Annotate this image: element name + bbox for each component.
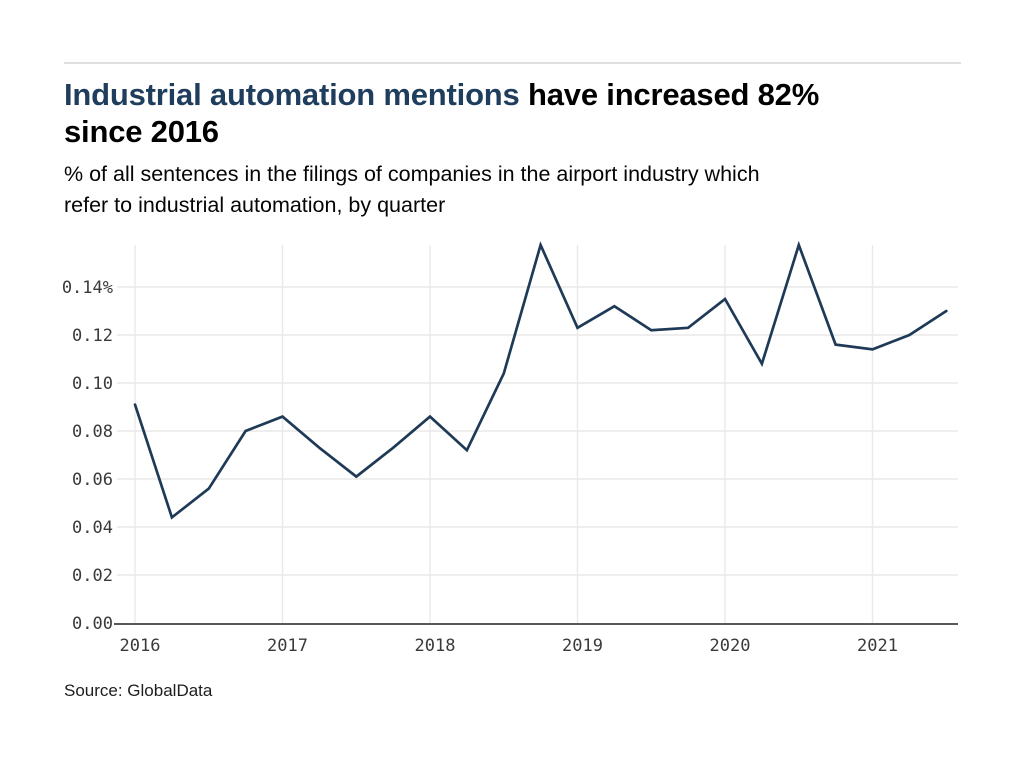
title-line1-rest: have increased 82% xyxy=(519,77,820,112)
x-tick-label: 2019 xyxy=(562,636,603,656)
chart-line xyxy=(133,240,948,520)
title-line1: Industrial automation mentions have incr… xyxy=(64,76,964,113)
y-tick-label: 0.10 xyxy=(72,374,113,394)
x-tick-label: 2018 xyxy=(415,636,456,656)
subtitle-line1: % of all sentences in the filings of com… xyxy=(64,162,760,186)
y-tick-label: 0.12 xyxy=(72,326,113,346)
y-tick-label: 0.00 xyxy=(72,614,113,634)
top-divider xyxy=(64,62,961,64)
x-tick-label: 2017 xyxy=(267,636,308,656)
y-tick-label: 0.02 xyxy=(72,566,113,586)
subtitle-line2: refer to industrial automation, by quart… xyxy=(64,193,446,217)
y-tick-label: 0.14% xyxy=(62,278,113,298)
title-line2: since 2016 xyxy=(64,114,219,149)
chart-title: Industrial automation mentions have incr… xyxy=(64,76,964,150)
y-tick-label: 0.06 xyxy=(72,470,113,490)
y-tick-label: 0.08 xyxy=(72,422,113,442)
source-attribution: Source: GlobalData xyxy=(64,681,213,700)
x-tick-label: 2021 xyxy=(857,636,898,656)
x-tick-label: 2020 xyxy=(710,636,751,656)
title-highlight: Industrial automation mentions xyxy=(64,77,520,112)
x-tick-label: 2016 xyxy=(120,636,161,656)
y-tick-label: 0.04 xyxy=(72,518,113,538)
chart-subtitle: % of all sentences in the filings of com… xyxy=(64,159,984,221)
